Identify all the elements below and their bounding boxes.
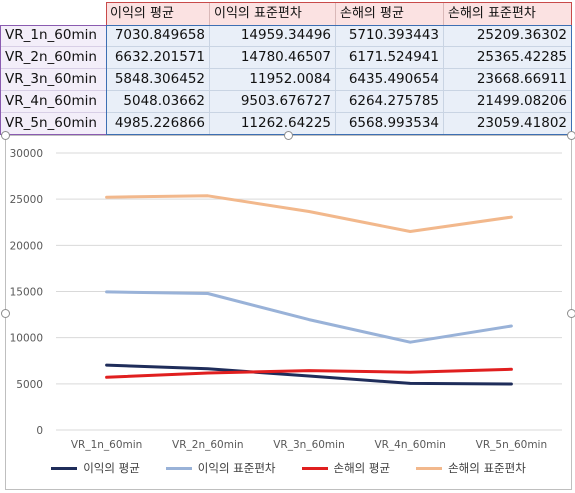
x-tick-label: VR_2n_60min	[172, 439, 243, 451]
legend-label: 이익의 평균	[83, 461, 140, 475]
resize-handle-top-center[interactable]	[284, 131, 293, 140]
legend-item-4[interactable]: 손해의 표준편차	[416, 459, 526, 477]
column-header-3[interactable]: 손해의 평균	[336, 3, 444, 25]
series-line-3[interactable]	[105, 367, 513, 379]
value-cell[interactable]: 9503.676727	[210, 91, 336, 113]
value-cell[interactable]: 14780.46507	[210, 47, 336, 69]
y-tick-label: 30000	[10, 148, 43, 160]
y-tick-label: 10000	[10, 333, 43, 345]
legend-item-2[interactable]: 이익의 표준편차	[165, 459, 276, 477]
value-cell[interactable]: 6171.524941	[336, 47, 444, 69]
value-cell[interactable]: 11952.0084	[210, 69, 336, 91]
y-tick-label: 25000	[10, 194, 43, 206]
column-header-2[interactable]: 이익의 표준편차	[210, 3, 336, 25]
legend-label: 손해의 표준편차	[448, 461, 526, 475]
value-cell[interactable]: 6264.275785	[336, 91, 444, 113]
value-cell[interactable]: 23668.66911	[444, 69, 572, 91]
spreadsheet-range: 이익의 평균 이익의 표준편차 손해의 평균 손해의 표준편차 VR_1n_60min…	[0, 0, 575, 138]
resize-handle-middle-left[interactable]	[1, 309, 10, 318]
chart-plot: 0 5000 10000 15000 20000 25000 30000 VR_1n_60mi…	[10, 148, 562, 451]
row-label-cell[interactable]: VR_1n_60min	[0, 25, 106, 47]
value-cell[interactable]: 23059.41802	[444, 113, 572, 135]
value-cell[interactable]: 5048.03662	[106, 91, 210, 113]
y-tick-label: 0	[36, 425, 43, 437]
legend-swatch	[416, 466, 443, 470]
value-cell[interactable]: 6435.490654	[336, 69, 444, 91]
resize-handle-top-right[interactable]	[567, 131, 575, 140]
column-header-1[interactable]: 이익의 평균	[106, 3, 210, 25]
row-label-cell[interactable]: VR_2n_60min	[0, 47, 106, 69]
resize-handle-top-left[interactable]	[1, 131, 10, 140]
legend-swatch	[165, 466, 192, 470]
value-cell[interactable]: 25365.42285	[444, 47, 572, 69]
legend-label: 손해의 평균	[333, 461, 391, 475]
value-cell[interactable]: 6568.993534	[336, 113, 444, 135]
series-line-4[interactable]	[105, 194, 513, 233]
chart-legend[interactable]: 이익의 평균 이익의 표준편차 손해의 평균 손해의 표준편차	[6, 459, 571, 477]
row-label-cell[interactable]: VR_4n_60min	[0, 91, 106, 113]
value-cell[interactable]: 5848.306452	[106, 69, 210, 91]
line-chart[interactable]: 0 5000 10000 15000 20000 25000 30000 VR_1n_60mi…	[5, 135, 572, 490]
value-cell[interactable]: 11262.64225	[210, 113, 336, 135]
value-cell[interactable]: 6632.201571	[106, 47, 210, 69]
row-label-cell[interactable]: VR_5n_60min	[0, 113, 106, 135]
y-tick-label: 5000	[16, 379, 43, 391]
y-tick-label: 20000	[10, 240, 43, 252]
legend-item-1[interactable]: 이익의 평균	[51, 459, 140, 477]
value-cell[interactable]: 14959.34496	[210, 25, 336, 47]
legend-item-3[interactable]: 손해의 평균	[301, 459, 391, 477]
value-cell[interactable]: 25209.36302	[444, 25, 572, 47]
value-cell[interactable]: 4985.226866	[106, 113, 210, 135]
resize-handle-middle-right[interactable]	[567, 309, 575, 318]
row-label-cell[interactable]: VR_3n_60min	[0, 69, 106, 91]
value-cell[interactable]: 21499.08206	[444, 91, 572, 113]
corner-cell[interactable]	[0, 3, 106, 25]
value-cell[interactable]: 5710.393443	[336, 25, 444, 47]
series-line-2[interactable]	[105, 290, 513, 344]
x-tick-label: VR_1n_60min	[71, 439, 142, 451]
x-tick-label: VR_4n_60min	[374, 439, 445, 451]
x-tick-label: VR_5n_60min	[476, 439, 547, 451]
x-tick-label: VR_3n_60min	[273, 439, 344, 451]
column-header-4[interactable]: 손해의 표준편차	[444, 3, 572, 25]
legend-swatch	[51, 466, 78, 470]
value-cell[interactable]: 7030.849658	[106, 25, 210, 47]
series-line-1[interactable]	[105, 363, 513, 386]
y-tick-label: 15000	[10, 287, 43, 299]
legend-label: 이익의 표준편차	[197, 461, 276, 475]
legend-swatch	[301, 466, 328, 470]
